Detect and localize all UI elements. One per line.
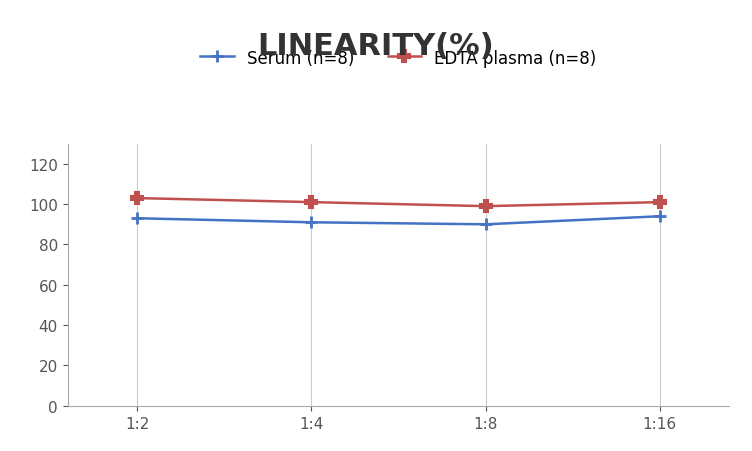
EDTA plasma (n=8)	[133, 196, 142, 201]
Serum (n=8)	[133, 216, 142, 221]
EDTA plasma (n=8)	[307, 200, 316, 205]
Serum (n=8)	[307, 220, 316, 226]
Text: LINEARITY(%): LINEARITY(%)	[258, 32, 494, 60]
Line: EDTA plasma (n=8): EDTA plasma (n=8)	[132, 193, 666, 212]
Serum (n=8)	[655, 214, 664, 220]
EDTA plasma (n=8)	[481, 204, 490, 209]
Serum (n=8)	[481, 222, 490, 227]
Line: Serum (n=8): Serum (n=8)	[131, 211, 666, 231]
Legend: Serum (n=8), EDTA plasma (n=8): Serum (n=8), EDTA plasma (n=8)	[194, 43, 603, 74]
EDTA plasma (n=8)	[655, 200, 664, 205]
